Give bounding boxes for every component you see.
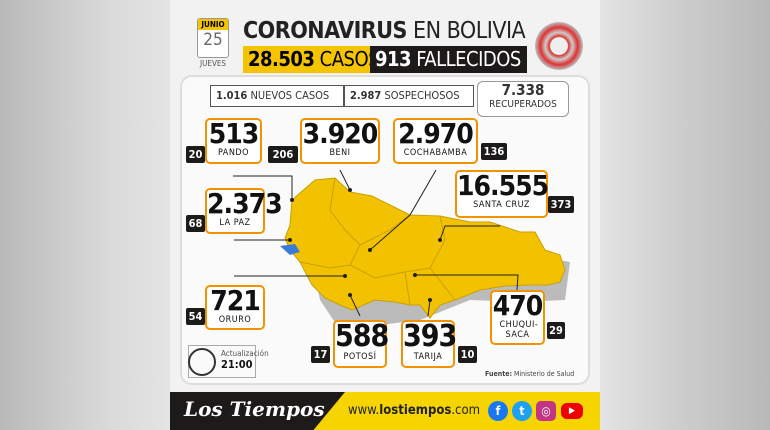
region-deaths: 20 [186,146,205,163]
region-dots [288,188,442,302]
twitter-icon[interactable]: t [512,401,532,421]
region-la-paz: 2.373 LA PAZ [205,187,283,234]
department-borders [299,177,456,306]
region-oruro: 721 ORURO [205,285,265,330]
region-tarija: 393 TARIJA [401,319,457,368]
url-post: .com [451,403,481,418]
deaths-value: 913 [375,47,412,71]
cases-label: CASOS [319,47,380,71]
region-potosi: 588 POTOSÍ [333,319,389,368]
footer-logo-area: Los Tiempos [170,392,345,430]
new-cases: 1.016 NUEVOS CASOS [210,85,344,107]
region-deaths: 17 [311,346,330,363]
footer: Los Tiempos www.lostiempos.com f t ◎ ▶ [170,392,600,430]
title-bold: CORONAVIRUS [243,18,407,44]
region-cases: 393 [403,319,457,354]
region-deaths: 54 [186,308,205,325]
total-deaths: 913 FALLECIDOS [370,46,527,73]
day: 25 [203,30,223,50]
recovered-label: RECUPERADOS [489,99,557,110]
region-name: SANTA CRUZ [473,200,530,210]
los-tiempos-logo[interactable]: Los Tiempos [184,397,325,421]
region-pando: 513 PANDO [205,118,262,164]
website-link[interactable]: www.lostiempos.com [348,403,480,418]
total-cases: 28.503 CASOS [243,46,380,73]
source-value: Ministerio de Salud [514,370,575,378]
region-deaths: 136 [481,143,507,160]
url-bold: lostiempos [379,403,452,418]
calendar-icon: JUNIO 25 [197,18,229,58]
source-label: Fuente: [485,370,512,378]
suspect-value: 2.987 [350,89,382,102]
region-deaths: 29 [547,322,565,339]
update-value: 21:00 [221,358,253,371]
region-name: LA PAZ [219,218,251,228]
region-cases: 470 [492,289,544,322]
url-pre: www. [348,403,380,418]
region-beni: 3.920 BENI [300,118,380,164]
suspect-label: SOSPECHOSOS [384,89,460,102]
lake-titicaca [280,244,300,255]
new-value: 1.016 [216,89,248,102]
region-deaths: 373 [548,196,574,213]
region-cases: 588 [335,319,389,354]
region-chuquisaca: 470 CHUQUI-SACA [490,290,545,345]
region-name: POTOSÍ [343,352,377,362]
region-name: BENI [329,148,351,158]
region-name: CHUQUI-SACA [499,320,539,340]
recovered: 7.338 RECUPERADOS [477,81,569,117]
region-name: COCHABAMBA [403,148,468,158]
facebook-icon[interactable]: f [488,401,508,421]
youtube-icon[interactable]: ▶ [561,403,583,419]
region-name: TARIJA [413,352,443,362]
region-cases: 513 [208,117,260,150]
update-time: Actualización 21:00 [188,345,269,378]
region-cases: 2.970 [398,117,474,150]
new-label: NUEVOS CASOS [250,89,330,102]
region-deaths: 10 [458,346,477,363]
region-cases: 721 [210,284,261,317]
region-deaths: 68 [186,215,205,232]
region-name: ORURO [218,315,252,325]
title-rest: EN BOLIVIA [413,18,526,44]
month: JUNIO [198,19,228,30]
weekday: JUEVES [200,59,226,68]
leader-lines [233,169,519,317]
background-right [600,0,770,430]
page-title: CORONAVIRUS EN BOLIVIA [243,18,526,44]
region-cochabamba: 2.970 COCHABAMBA [393,118,478,164]
region-deaths: 206 [268,146,298,163]
cases-value: 28.503 [248,47,315,71]
region-cases: 16.555 [457,169,549,202]
clock-icon [188,348,216,376]
suspected: 2.987 SOSPECHOSOS [344,85,474,107]
region-santa-cruz: 16.555 SANTA CRUZ [455,169,549,218]
deaths-label: FALLECIDOS [416,47,521,71]
instagram-icon[interactable]: ◎ [536,401,556,421]
update-label: Actualización [221,349,269,358]
region-cases: 3.920 [302,117,379,150]
background-left [0,0,170,430]
recovered-value: 7.338 [501,81,545,99]
virus-icon [535,22,583,70]
region-name: PANDO [217,148,249,158]
region-cases: 2.373 [207,187,283,220]
source: Fuente: Ministerio de Salud [485,370,574,378]
